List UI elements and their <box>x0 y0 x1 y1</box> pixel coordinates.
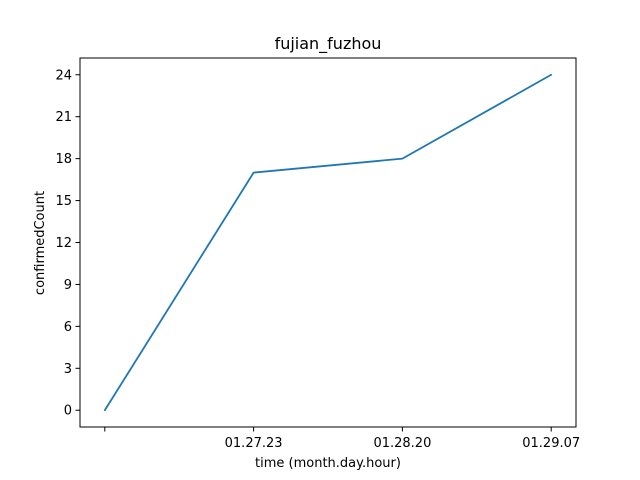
x-tick-label: 01.27.23 <box>225 436 283 451</box>
y-tick-label: 6 <box>64 320 72 335</box>
y-tick-label: 3 <box>64 362 72 377</box>
y-tick-label: 0 <box>64 404 72 419</box>
y-tick-label: 21 <box>55 110 72 125</box>
x-tick-label: 01.28.20 <box>373 436 431 451</box>
x-tick-label: 01.29.07 <box>522 436 580 451</box>
y-tick-label: 12 <box>55 236 72 251</box>
x-axis-title: time (month.day.hour) <box>255 456 401 471</box>
series-line-0 <box>103 73 553 412</box>
chart-title: fujian_fuzhou <box>275 34 382 54</box>
y-tick-label: 18 <box>55 152 72 167</box>
y-tick-label: 24 <box>55 68 72 83</box>
plot-area: 01.27.23 01.28.20 01.29.07 0 3 6 9 12 15 18 21 24 <box>55 57 580 451</box>
y-axis-title: confirmedCount <box>33 191 48 295</box>
plot-frame <box>79 57 577 428</box>
y-tick-label: 15 <box>55 194 72 209</box>
y-tick-label: 9 <box>64 278 72 293</box>
